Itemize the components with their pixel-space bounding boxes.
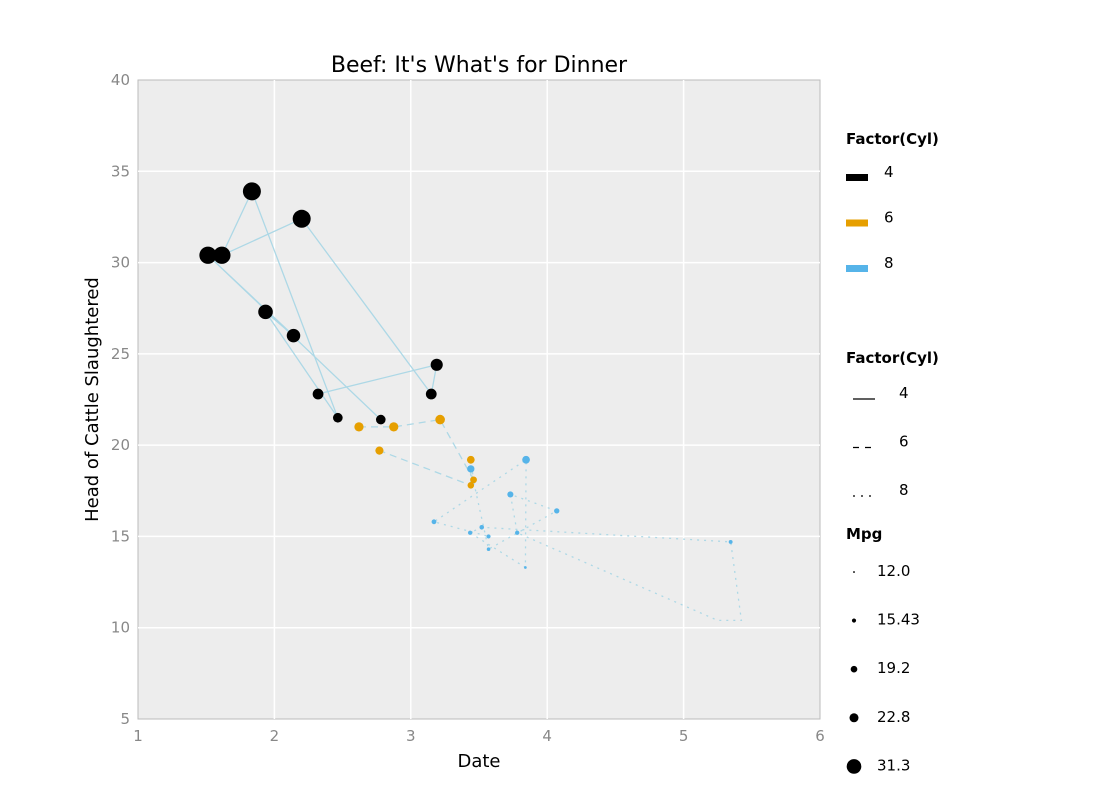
legend-color-swatch xyxy=(846,265,868,272)
y-tick-label: 10 xyxy=(111,619,130,637)
legend-color-swatch xyxy=(846,174,868,181)
x-tick-label: 1 xyxy=(133,727,143,745)
legend-size-key xyxy=(853,571,855,573)
data-point xyxy=(258,304,273,320)
legend-linetype-label: 6 xyxy=(899,433,909,451)
data-point xyxy=(199,246,217,264)
data-point xyxy=(522,455,530,464)
plot-background xyxy=(137,79,821,720)
data-point xyxy=(515,530,520,535)
data-point xyxy=(375,446,384,455)
data-point xyxy=(466,455,475,464)
legend-size-label: 22.8 xyxy=(877,708,910,726)
data-point xyxy=(389,422,399,432)
data-point xyxy=(312,388,324,400)
data-point xyxy=(507,491,514,498)
data-point xyxy=(242,182,261,201)
data-point xyxy=(292,209,311,228)
legend-linetype-label: 8 xyxy=(899,481,909,499)
data-point xyxy=(486,547,491,551)
chart-title: Beef: It's What's for Dinner xyxy=(331,53,628,78)
data-point xyxy=(479,525,485,530)
series-line-8 xyxy=(432,458,743,622)
legend-color-label: 8 xyxy=(884,254,894,272)
data-point xyxy=(425,388,437,400)
legend-color-label: 6 xyxy=(884,209,894,227)
legend-layer: Factor(Cyl) 4 6 8 Factor(Cyl) 4 6 8 Mpg 12.0 15.43… xyxy=(846,130,939,774)
data-point xyxy=(728,539,733,544)
data-point xyxy=(354,422,364,432)
y-tick-label: 5 xyxy=(120,710,130,728)
data-point xyxy=(332,412,343,423)
legend-size-label: 15.43 xyxy=(877,611,920,629)
x-tick-label: 5 xyxy=(679,727,689,745)
y-tick-label: 20 xyxy=(111,436,130,454)
legend-title-color: Factor(Cyl) xyxy=(846,130,939,148)
y-tick-label: 15 xyxy=(111,527,130,545)
data-point xyxy=(486,534,491,539)
data-point xyxy=(467,530,473,535)
legend-size-key xyxy=(846,759,862,774)
y-tick-label: 30 xyxy=(111,254,130,272)
x-tick-label: 4 xyxy=(542,727,552,745)
x-tick-label: 2 xyxy=(270,727,280,745)
legend-size-label: 19.2 xyxy=(877,659,910,677)
legend-size-key xyxy=(849,713,859,723)
plot-layer: 1 2 3 4 5 6 5 10 15 20 25 30 35 40 Beef: It's What's f… xyxy=(82,53,825,772)
y-axis-title: Head of Cattle Slaughtered xyxy=(82,277,103,522)
x-axis-title: Date xyxy=(457,751,500,772)
legend-color-swatch xyxy=(846,219,868,227)
data-point xyxy=(467,482,475,489)
legend-size-key xyxy=(850,665,858,673)
y-tick-label: 25 xyxy=(111,345,130,363)
data-point xyxy=(467,465,475,473)
x-tick-label: 3 xyxy=(406,727,416,745)
legend-size-label: 12.0 xyxy=(877,562,910,580)
x-tick-label: 6 xyxy=(815,727,825,745)
legend-size-label: 31.3 xyxy=(877,756,910,774)
data-point xyxy=(213,246,231,264)
legend-title-linetype: Factor(Cyl) xyxy=(846,349,939,367)
data-point xyxy=(431,519,437,525)
legend-size-key xyxy=(851,618,857,623)
data-point xyxy=(435,414,445,425)
legend-linetype-label: 4 xyxy=(899,384,909,402)
y-tick-label: 40 xyxy=(111,71,130,89)
data-point xyxy=(375,414,386,425)
legend-color-label: 4 xyxy=(884,163,894,181)
y-tick-label: 35 xyxy=(111,162,130,180)
data-point xyxy=(286,328,301,343)
data-point xyxy=(524,566,527,569)
legend-title-size: Mpg xyxy=(846,525,882,543)
data-point xyxy=(430,358,443,371)
data-point xyxy=(470,476,477,484)
data-point xyxy=(554,508,560,514)
